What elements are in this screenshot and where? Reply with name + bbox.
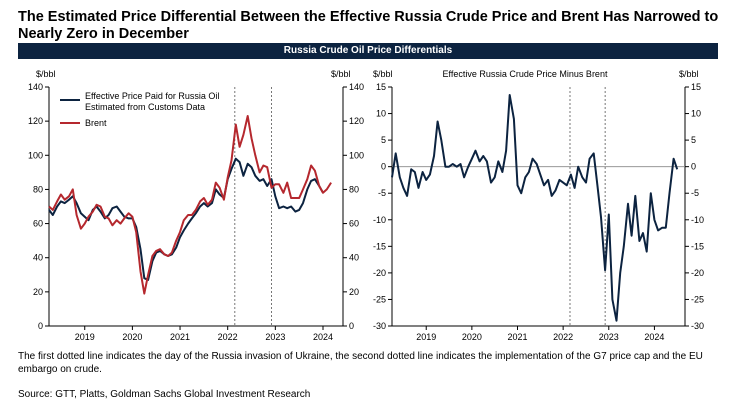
left-ytick-label-right: 80: [349, 184, 359, 194]
right-chart-right-ylabel: $/bbl: [679, 69, 699, 79]
left-ytick-label-right: 20: [349, 287, 359, 297]
right-ytick-label-left: 5: [381, 135, 386, 145]
left-ytick-label-right: 120: [349, 116, 364, 126]
right-ytick-label-left: -5: [378, 188, 386, 198]
right-ytick-label-left: 0: [381, 162, 386, 172]
left-chart-left-ylabel: $/bbl: [36, 69, 56, 79]
right-xtick-label: 2022: [553, 332, 573, 342]
right-ytick-label-right: -20: [691, 268, 704, 278]
legend-label-russia-line2: Estimated from Customs Data: [85, 102, 205, 112]
right-ytick-label-left: 15: [376, 82, 386, 92]
right-xtick-label: 2024: [644, 332, 664, 342]
right-differential-chart: $/bbl $/bbl Effective Russia Crude Price…: [373, 69, 704, 342]
right-ytick-label-left: -25: [373, 294, 386, 304]
right-series-line-1: [391, 94, 679, 322]
right-ytick-label-left: -15: [373, 241, 386, 251]
right-ytick-label-right: -5: [691, 188, 699, 198]
right-ytick-label-right: -30: [691, 321, 704, 331]
left-chart-legend: Effective Price Paid for Russia Oil Esti…: [60, 91, 219, 128]
left-ytick-label-left: 60: [33, 219, 43, 229]
right-xtick-label: 2020: [462, 332, 482, 342]
right-ytick-label-right: 5: [691, 135, 696, 145]
right-ytick-label-left: -10: [373, 215, 386, 225]
source-note: Source: GTT, Platts, Goldman Sachs Globa…: [18, 389, 311, 400]
left-xtick-label: 2021: [170, 332, 190, 342]
left-xtick-label: 2019: [75, 332, 95, 342]
charts-area: $/bbl $/bbl Effective Price Paid for Rus…: [28, 69, 704, 342]
right-ytick-label-right: -10: [691, 215, 704, 225]
right-ytick-label-left: -20: [373, 268, 386, 278]
right-ytick-label-right: 0: [691, 162, 696, 172]
left-ytick-label-right: 60: [349, 219, 359, 229]
left-ytick-label-left: 140: [28, 82, 43, 92]
left-ytick-label-right: 140: [349, 82, 364, 92]
right-xtick-label: 2021: [507, 332, 527, 342]
right-xtick-label: 2019: [416, 332, 436, 342]
legend-label-russia-line1: Effective Price Paid for Russia Oil: [85, 91, 219, 101]
right-xtick-label: 2023: [599, 332, 619, 342]
right-ytick-label-right: -15: [691, 241, 704, 251]
left-xtick-label: 2023: [265, 332, 285, 342]
left-ytick-label-left: 100: [28, 150, 43, 160]
left-ytick-label-right: 0: [349, 321, 354, 331]
left-ytick-label-left: 40: [33, 253, 43, 263]
left-xtick-label: 2022: [218, 332, 238, 342]
left-xtick-label: 2024: [313, 332, 333, 342]
right-ytick-label-right: 10: [691, 109, 701, 119]
left-price-chart: $/bbl $/bbl Effective Price Paid for Rus…: [28, 69, 364, 342]
legend-label-brent: Brent: [85, 118, 107, 128]
page-title: The Estimated Price Differential Between…: [18, 9, 719, 42]
left-series-line-2: [48, 115, 332, 295]
left-ytick-label-right: 100: [349, 150, 364, 160]
chart-banner: Russia Crude Oil Price Differentials: [18, 43, 718, 59]
right-ytick-label-right: 15: [691, 82, 701, 92]
left-ytick-label-left: 20: [33, 287, 43, 297]
left-ytick-label-left: 0: [38, 321, 43, 331]
left-chart-right-ylabel: $/bbl: [331, 69, 351, 79]
right-ytick-label-left: -30: [373, 321, 386, 331]
right-chart-title: Effective Russia Crude Price Minus Brent: [443, 69, 608, 79]
right-chart-left-ylabel: $/bbl: [373, 69, 393, 79]
left-ytick-label-right: 40: [349, 253, 359, 263]
right-ytick-label-right: -25: [691, 294, 704, 304]
left-series-line-1: [48, 157, 324, 281]
footnote: The first dotted line indicates the day …: [18, 351, 703, 375]
right-ytick-label-left: 10: [376, 109, 386, 119]
left-ytick-label-left: 80: [33, 184, 43, 194]
left-ytick-label-left: 120: [28, 116, 43, 126]
left-xtick-label: 2020: [122, 332, 142, 342]
